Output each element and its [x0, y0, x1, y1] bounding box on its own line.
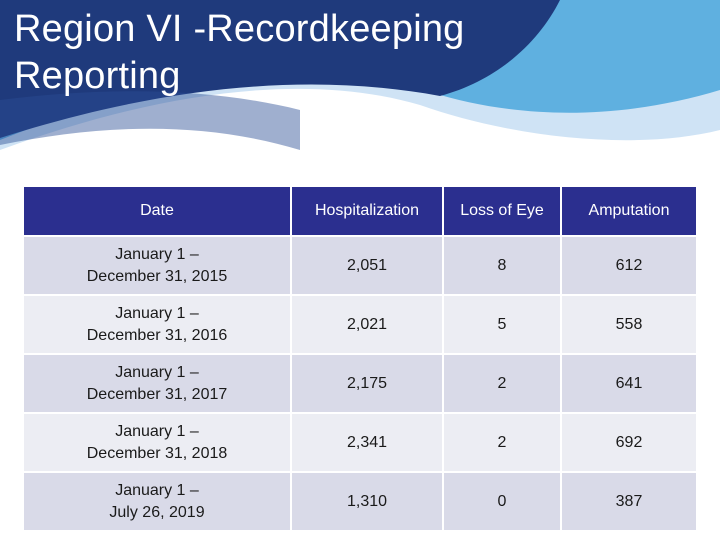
date-cell: January 1 – December 31, 2018 — [24, 414, 292, 473]
loss-of-eye-cell: 5 — [444, 296, 562, 355]
recordkeeping-table-container: Date Hospitalization Loss of Eye Amputat… — [24, 187, 696, 532]
table-row: January 1 – December 31, 2016 2,021 5 558 — [24, 296, 696, 355]
header-date: Date — [24, 187, 292, 237]
loss-of-eye-cell: 2 — [444, 414, 562, 473]
loss-of-eye-cell: 2 — [444, 355, 562, 414]
table-row: January 1 – July 26, 2019 1,310 0 387 — [24, 473, 696, 532]
banner-texture — [0, 91, 300, 150]
amputation-cell: 692 — [562, 414, 696, 473]
table-row: January 1 – December 31, 2018 2,341 2 692 — [24, 414, 696, 473]
date-line-1: January 1 – — [115, 423, 199, 440]
hospitalization-cell: 1,310 — [292, 473, 444, 532]
slide-title: Region VI -Recordkeeping Reporting — [14, 6, 534, 100]
date-line-2: December 31, 2017 — [87, 386, 228, 403]
hospitalization-cell: 2,051 — [292, 237, 444, 296]
table-row: January 1 – December 31, 2017 2,175 2 641 — [24, 355, 696, 414]
date-line-2: December 31, 2018 — [87, 445, 228, 462]
date-cell: January 1 – December 31, 2015 — [24, 237, 292, 296]
date-line-1: January 1 – — [115, 246, 199, 263]
amputation-cell: 387 — [562, 473, 696, 532]
recordkeeping-table: Date Hospitalization Loss of Eye Amputat… — [24, 187, 696, 532]
header-loss-of-eye: Loss of Eye — [444, 187, 562, 237]
date-cell: January 1 – December 31, 2016 — [24, 296, 292, 355]
amputation-cell: 558 — [562, 296, 696, 355]
date-line-1: January 1 – — [115, 364, 199, 381]
date-line-2: July 26, 2019 — [109, 504, 204, 521]
loss-of-eye-cell: 8 — [444, 237, 562, 296]
date-cell: January 1 – July 26, 2019 — [24, 473, 292, 532]
table-row: January 1 – December 31, 2015 2,051 8 612 — [24, 237, 696, 296]
hospitalization-cell: 2,175 — [292, 355, 444, 414]
date-line-2: December 31, 2015 — [87, 268, 228, 285]
amputation-cell: 612 — [562, 237, 696, 296]
hospitalization-cell: 2,021 — [292, 296, 444, 355]
header-amputation: Amputation — [562, 187, 696, 237]
amputation-cell: 641 — [562, 355, 696, 414]
date-line-1: January 1 – — [115, 305, 199, 322]
date-cell: January 1 – December 31, 2017 — [24, 355, 292, 414]
header-hospitalization: Hospitalization — [292, 187, 444, 237]
date-line-1: January 1 – — [115, 482, 199, 499]
table-header-row: Date Hospitalization Loss of Eye Amputat… — [24, 187, 696, 237]
date-line-2: December 31, 2016 — [87, 327, 228, 344]
hospitalization-cell: 2,341 — [292, 414, 444, 473]
loss-of-eye-cell: 0 — [444, 473, 562, 532]
